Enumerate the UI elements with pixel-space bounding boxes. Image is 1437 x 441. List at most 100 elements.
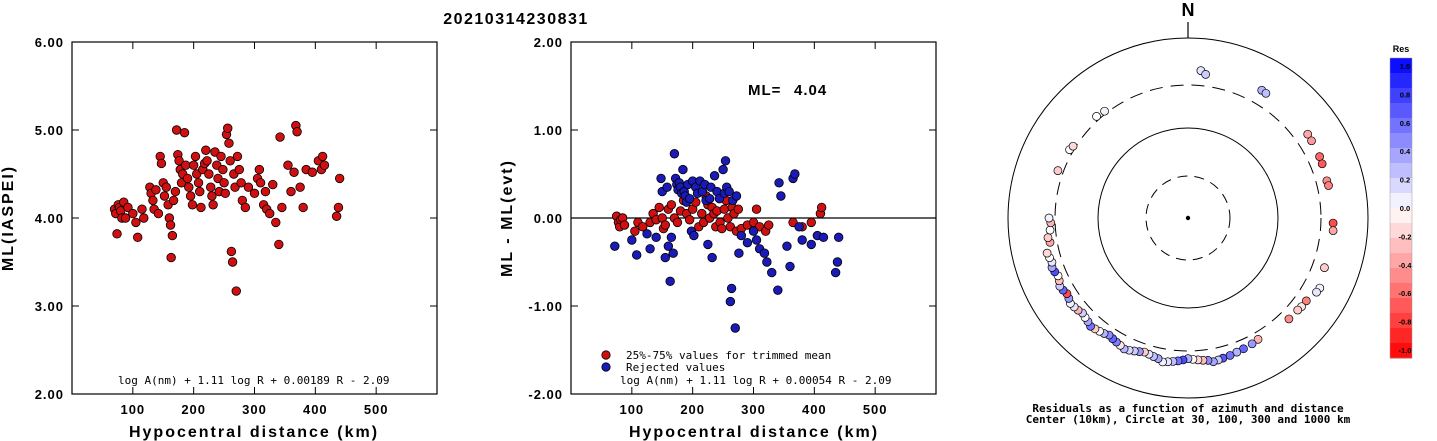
rejected-point	[818, 232, 829, 243]
colorbar-tick-label: 1.0	[1400, 62, 1410, 71]
rejected-point	[703, 239, 713, 250]
rejected-point	[726, 283, 737, 294]
colorbar-swatch	[1390, 268, 1412, 284]
legend-trimmed-marker	[601, 350, 611, 360]
x-tick-label: 500	[364, 402, 389, 417]
rejected-point	[678, 164, 688, 175]
data-point	[260, 186, 271, 197]
data-point	[317, 151, 328, 162]
data-point	[156, 158, 167, 169]
colorbar-swatch	[1390, 88, 1412, 104]
data-point	[307, 167, 317, 177]
data-point	[265, 208, 275, 219]
rejected-point	[656, 173, 666, 184]
legend-rejected-marker	[601, 362, 611, 372]
trimmed-point	[816, 202, 827, 213]
x-tick-label: 400	[802, 402, 827, 417]
trimmed-point	[751, 204, 762, 214]
rejected-point	[668, 248, 678, 258]
rejected-point	[665, 276, 675, 287]
trimmed-point	[638, 222, 648, 232]
panel2-formula: log A(nm) + 1.11 log R + 0.00054 R - 2.0…	[620, 374, 892, 387]
trimmed-point	[719, 204, 730, 214]
station-marker	[1053, 166, 1063, 175]
ring-30km	[1145, 175, 1231, 261]
data-point	[254, 164, 265, 175]
data-point	[218, 164, 228, 175]
colorbar-swatch	[1390, 148, 1412, 164]
data-point	[216, 151, 226, 162]
trimmed-point	[697, 208, 707, 219]
station-marker	[1301, 296, 1311, 306]
data-point	[123, 202, 133, 213]
data-point	[165, 220, 176, 230]
data-point	[219, 178, 229, 188]
station-marker	[1293, 305, 1303, 315]
station-marker	[1253, 334, 1263, 344]
y-tick-label: 6.00	[35, 35, 64, 50]
data-point	[179, 127, 190, 138]
data-point	[268, 179, 278, 190]
station-marker	[1043, 233, 1053, 243]
rejected-point	[833, 232, 844, 243]
colorbar-swatch	[1390, 178, 1412, 194]
epicenter-dot	[1185, 215, 1191, 221]
x-tick-label: 400	[303, 402, 328, 417]
north-label: N	[1182, 0, 1195, 20]
data-point	[167, 230, 178, 241]
station-marker	[1068, 141, 1078, 151]
rejected-point	[806, 239, 816, 250]
rejected-point	[736, 230, 747, 241]
colorbar-tick-label: -0.6	[1399, 289, 1412, 298]
data-point	[249, 188, 260, 199]
station-marker	[1092, 112, 1101, 121]
station-marker	[1320, 263, 1329, 273]
data-point	[236, 178, 246, 188]
data-point	[224, 138, 234, 148]
rejected-point	[790, 169, 800, 179]
rejected-point	[645, 244, 655, 254]
colorbar-tick-label: 0.8	[1400, 90, 1410, 99]
colorbar-swatch	[1390, 313, 1412, 329]
ring-100km	[1097, 127, 1279, 309]
panel2-legend: 25%-75% values for trimmed mean Rejected…	[601, 349, 831, 374]
data-point	[168, 195, 179, 206]
station-marker	[1201, 70, 1210, 79]
y-tick-label: 2.00	[534, 35, 563, 50]
station-marker	[1324, 181, 1333, 190]
rejected-point	[718, 164, 728, 175]
data-point	[195, 186, 205, 197]
data-point	[298, 202, 308, 213]
rejected-point	[782, 241, 792, 251]
rejected-point	[610, 241, 620, 251]
rejected-point	[663, 241, 674, 251]
legend-rejected-label: Rejected values	[626, 361, 725, 374]
rejected-point	[709, 171, 720, 181]
station-markers	[1042, 66, 1338, 367]
colorbar-tick-label: 0.2	[1400, 176, 1410, 185]
rejected-point	[832, 257, 843, 267]
data-point	[292, 127, 302, 137]
rejected-point	[774, 178, 784, 188]
colorbar-tick-label: -1.0	[1399, 346, 1412, 355]
colorbar-swatch	[1390, 118, 1412, 134]
colorbar-swatch	[1390, 328, 1412, 344]
data-point	[220, 188, 231, 199]
panel2-x-ticks: 100 200 300 400 500	[619, 42, 887, 417]
panel1-x-axis-label: Hypocentral distance (km)	[129, 424, 379, 441]
station-marker	[1261, 88, 1271, 98]
colorbar-swatch	[1390, 133, 1412, 149]
data-point	[153, 208, 164, 219]
panel2-y-ticks: -2.00 -1.00 0.00 1.00 2.00	[528, 35, 936, 402]
rejected-point	[797, 235, 807, 245]
station-marker	[1317, 159, 1327, 169]
y-tick-label: 3.00	[35, 299, 64, 314]
data-point	[283, 160, 293, 170]
rejected-point	[731, 191, 742, 201]
trimmed-point	[684, 215, 695, 225]
ring-300km	[1054, 84, 1322, 352]
station-marker	[1315, 152, 1324, 161]
x-tick-label: 300	[741, 402, 766, 417]
data-point	[232, 151, 243, 162]
data-point	[286, 186, 296, 197]
